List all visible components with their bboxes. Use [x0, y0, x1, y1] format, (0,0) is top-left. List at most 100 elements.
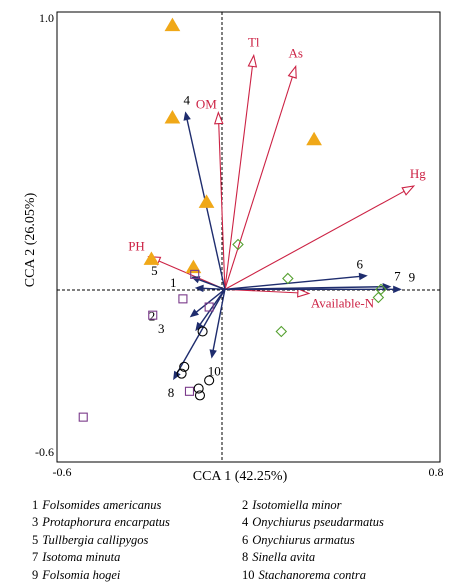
species-vector-label: 4: [184, 93, 191, 108]
x-tick-left: -0.6: [53, 465, 72, 479]
legend-item-species-name: Folsomia hogei: [42, 567, 121, 582]
legend-item-number: 2: [242, 498, 249, 512]
legend-row: 9 Folsomia hogei 10 Stachanorema contra: [32, 567, 452, 584]
legend-item-species-name: Isotomiella minor: [252, 498, 342, 512]
legend-item-species-name: Tullbergia callipygos: [42, 532, 149, 547]
species-vector-label: 5: [151, 263, 158, 278]
sample-point-square: [184, 386, 195, 396]
species-vector-line: [198, 278, 226, 290]
cca-biplot: 1.0 -0.6 -0.6 0.8 CCA 1 (42.25%) CCA 2 (…: [23, 11, 444, 484]
legend-item: 9 Folsomia hogei: [32, 567, 242, 584]
sample-point-circle: [176, 368, 187, 379]
y-axis-label: CCA 2 (26.05%): [23, 192, 38, 287]
sample-point-diamond: [372, 291, 385, 304]
legend-item-number: 1: [32, 498, 39, 512]
y-tick-bottom: -0.6: [35, 445, 54, 459]
legend-item: 5 Tullbergia callipygos: [32, 532, 242, 549]
species-vector-arrowhead: [189, 308, 199, 318]
y-tick-top: 1.0: [39, 11, 54, 25]
sample-point-square: [204, 302, 214, 312]
sample-point-triangle: [143, 251, 160, 265]
species-vector-arrowhead: [183, 111, 191, 121]
env-vector-line: [224, 66, 253, 290]
legend-item-species-name: Protaphorura encarpatus: [42, 515, 170, 530]
legend-item-number: 4: [242, 515, 249, 530]
env-vector-arrowhead: [401, 185, 416, 196]
legend-item: 3 Protaphorura encarpatus: [32, 514, 242, 531]
legend-item-number: 8: [242, 550, 249, 565]
legend-row: 3 Protaphorura encarpatus 4 Onychiurus pseu…: [32, 514, 452, 531]
sample-point-diamond: [282, 272, 294, 285]
species-vector-line: [195, 288, 226, 313]
sample-point-triangle: [198, 194, 215, 208]
sample-point-square: [190, 269, 200, 279]
sample-point-circle: [194, 390, 206, 401]
legend-row: 5 Tullbergia callipygos 6 Onychiurus armatu…: [32, 532, 452, 549]
env-vector-label: Available-N: [311, 295, 375, 310]
legend-item-number: 7: [32, 550, 39, 565]
legend-row: 1 Folsomides americanus 2 Isotomiella minor: [32, 497, 452, 514]
species-vector-line: [212, 289, 226, 351]
legend-row: 7 Isotoma minuta 8 Sinella avita: [32, 549, 452, 566]
env-vector-label: OM: [196, 97, 217, 112]
sample-point-triangle: [306, 131, 322, 146]
legend-item-species-name: Onychiurus armatus: [252, 532, 355, 547]
sample-point-square: [78, 412, 88, 422]
sample-point-circle: [179, 361, 190, 372]
legend-item-number: 6: [242, 532, 249, 547]
legend-item: 2 Isotomiella minor: [242, 497, 452, 514]
env-vector-arrowhead: [287, 64, 297, 79]
legend-item-species-name: Folsomides americanus: [42, 498, 162, 512]
legend-item: 10 Stachanorema contra: [242, 567, 452, 584]
env-vector-line: [224, 190, 405, 290]
species-vector-label: 1: [170, 275, 177, 290]
env-vector-label: PH: [128, 239, 145, 254]
env-vector-label: Tl: [248, 35, 260, 50]
sample-point-triangle: [164, 110, 181, 124]
species-vector-label: 2: [149, 309, 156, 324]
sample-point-diamond: [232, 238, 244, 251]
legend-item: 8 Sinella avita: [242, 549, 452, 566]
legend-item: 4 Onychiurus pseudarmatus: [242, 514, 452, 531]
env-vector-line: [224, 76, 293, 290]
sample-point-circle: [193, 383, 204, 394]
legend-item-number: 9: [32, 567, 39, 582]
legend-item-species-name: Onychiurus pseudarmatus: [252, 515, 384, 530]
species-vector-label: 6: [357, 257, 364, 272]
x-tick-right: 0.8: [429, 465, 444, 479]
legend-item: 6 Onychiurus armatus: [242, 532, 452, 549]
species-vector-line: [224, 275, 360, 291]
legend-item-species-name: Isotoma minuta: [42, 550, 121, 565]
species-vector-line: [202, 287, 225, 291]
species-vector-label: 8: [168, 385, 175, 400]
legend-item: 7 Isotoma minuta: [32, 549, 242, 566]
species-vector-arrowhead: [358, 272, 368, 281]
species-vector-arrowhead: [209, 349, 217, 359]
env-vector-line: [218, 123, 226, 290]
x-axis-label: CCA 1 (42.25%): [193, 469, 288, 484]
species-vector-label: 9: [409, 269, 416, 284]
sample-point-triangle: [185, 259, 202, 274]
species-vector-label: 10: [208, 363, 221, 378]
plot-frame: [56, 11, 441, 463]
species-vector-label: 3: [158, 321, 165, 336]
env-vector-arrowhead: [213, 110, 224, 125]
env-vector-label: Hg: [410, 166, 426, 181]
legend-item-number: 3: [32, 515, 39, 530]
sample-point-square: [178, 294, 188, 304]
species-legend: 1 Folsomides americanus 2 Isotomiella minor…: [32, 497, 452, 584]
env-vector-arrowhead: [247, 53, 258, 68]
legend-item: 1 Folsomides americanus: [32, 497, 242, 514]
species-vector-arrowhead: [194, 284, 204, 293]
species-vector-line: [176, 288, 226, 374]
sample-points: [78, 17, 387, 422]
sample-point-circle: [204, 375, 215, 386]
sample-point-diamond: [275, 325, 288, 338]
env-vector-label: As: [288, 45, 302, 60]
species-vector-label: 7: [394, 269, 401, 284]
sample-point-diamond: [375, 283, 387, 296]
legend-item-species-name: Sinella avita: [252, 550, 316, 565]
sample-point-square: [148, 310, 158, 320]
legend-item-number: 5: [32, 532, 39, 547]
